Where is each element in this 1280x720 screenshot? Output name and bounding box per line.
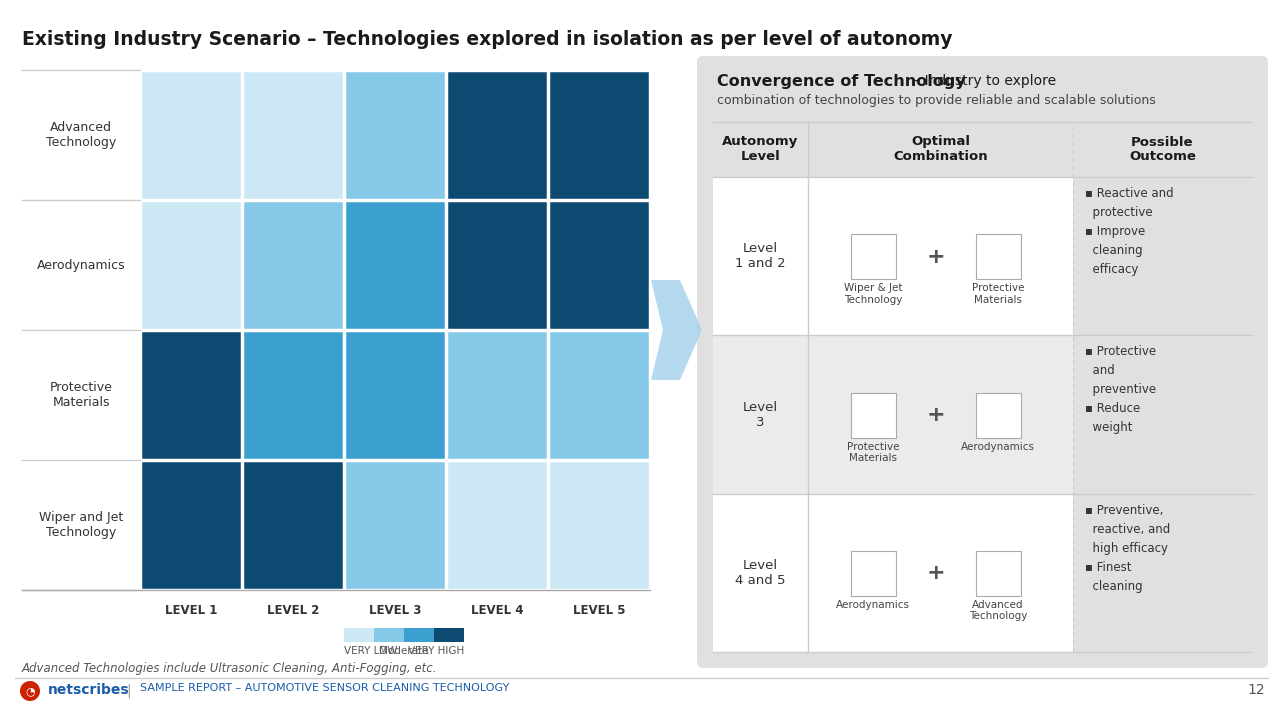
Bar — [344, 628, 374, 642]
Bar — [346, 71, 444, 199]
Bar — [713, 122, 1252, 177]
Bar — [346, 331, 444, 459]
Text: Optimal
Combination: Optimal Combination — [893, 135, 988, 163]
Text: Protective
Materials: Protective Materials — [50, 381, 113, 409]
Bar — [448, 71, 547, 199]
Text: Possible
Outcome: Possible Outcome — [1129, 135, 1196, 163]
Text: Protective
Materials: Protective Materials — [847, 441, 900, 463]
Bar — [142, 331, 241, 459]
Bar — [346, 202, 444, 328]
Text: netscribes: netscribes — [49, 683, 129, 697]
Bar — [142, 462, 241, 588]
Bar — [713, 177, 1073, 336]
Text: Wiper & Jet
Technology: Wiper & Jet Technology — [844, 283, 902, 305]
Text: LEVEL 1: LEVEL 1 — [165, 603, 218, 616]
Text: Aerodynamics: Aerodynamics — [836, 600, 910, 610]
Bar — [243, 331, 343, 459]
Text: Level
3: Level 3 — [742, 400, 778, 428]
Bar — [975, 551, 1020, 596]
Text: LEVEL 5: LEVEL 5 — [572, 603, 625, 616]
Bar — [1073, 494, 1252, 652]
Bar — [448, 331, 547, 459]
Text: combination of technologies to provide reliable and scalable solutions: combination of technologies to provide r… — [717, 94, 1156, 107]
Text: VERY LOW: VERY LOW — [344, 646, 398, 656]
Polygon shape — [652, 280, 701, 380]
Text: Wiper and Jet
Technology: Wiper and Jet Technology — [38, 511, 123, 539]
Text: Level
4 and 5: Level 4 and 5 — [735, 559, 786, 587]
Bar — [434, 628, 465, 642]
Text: Existing Industry Scenario – Technologies explored in isolation as per level of : Existing Industry Scenario – Technologie… — [22, 30, 952, 49]
Text: Level
1 and 2: Level 1 and 2 — [735, 242, 786, 270]
Text: ◔: ◔ — [26, 686, 35, 696]
Circle shape — [20, 681, 40, 701]
Bar — [850, 234, 896, 279]
Text: Advanced
Technology: Advanced Technology — [969, 600, 1027, 621]
Bar — [243, 202, 343, 328]
Bar — [374, 628, 404, 642]
Bar — [243, 71, 343, 199]
Bar — [448, 202, 547, 328]
Bar — [549, 462, 649, 588]
Bar — [549, 71, 649, 199]
FancyBboxPatch shape — [698, 56, 1268, 668]
Text: VERY HIGH: VERY HIGH — [408, 646, 465, 656]
Text: LEVEL 4: LEVEL 4 — [471, 603, 524, 616]
Text: Aerodynamics: Aerodynamics — [37, 258, 125, 271]
Bar — [713, 494, 1073, 652]
Text: |: | — [125, 683, 131, 698]
Bar — [142, 202, 241, 328]
Bar — [713, 336, 1073, 494]
Bar — [850, 392, 896, 438]
Bar — [549, 202, 649, 328]
Text: ▪ Protective
  and
  preventive
▪ Reduce
  weight: ▪ Protective and preventive ▪ Reduce wei… — [1085, 346, 1156, 434]
Text: – Industry to explore: – Industry to explore — [909, 74, 1056, 88]
Text: LEVEL 2: LEVEL 2 — [266, 603, 319, 616]
Bar — [975, 392, 1020, 438]
Bar — [850, 551, 896, 596]
Bar — [448, 462, 547, 588]
Text: SAMPLE REPORT – AUTOMOTIVE SENSOR CLEANING TECHNOLOGY: SAMPLE REPORT – AUTOMOTIVE SENSOR CLEANI… — [140, 683, 509, 693]
Text: +: + — [927, 405, 945, 425]
Bar — [404, 628, 434, 642]
Text: ▪ Preventive,
  reactive, and
  high efficacy
▪ Finest
  cleaning: ▪ Preventive, reactive, and high efficac… — [1085, 504, 1170, 593]
Bar — [243, 462, 343, 588]
Text: Aerodynamics: Aerodynamics — [961, 441, 1036, 451]
Bar — [1073, 336, 1252, 494]
Text: Protective
Materials: Protective Materials — [972, 283, 1024, 305]
Bar — [1073, 177, 1252, 336]
Bar — [142, 71, 241, 199]
Text: Advanced
Technology: Advanced Technology — [46, 121, 116, 149]
Bar — [346, 462, 444, 588]
Text: ▪ Reactive and
  protective
▪ Improve
  cleaning
  efficacy: ▪ Reactive and protective ▪ Improve clea… — [1085, 187, 1174, 276]
Bar — [975, 234, 1020, 279]
Text: Convergence of Technology: Convergence of Technology — [717, 74, 965, 89]
Text: Advanced Technologies include Ultrasonic Cleaning, Anti-Fogging, etc.: Advanced Technologies include Ultrasonic… — [22, 662, 438, 675]
Bar — [549, 331, 649, 459]
Text: +: + — [927, 247, 945, 266]
Text: 12: 12 — [1248, 683, 1265, 697]
Text: Autonomy
Level: Autonomy Level — [722, 135, 799, 163]
Text: LEVEL 3: LEVEL 3 — [369, 603, 421, 616]
Text: +: + — [927, 563, 945, 583]
Text: Moderate: Moderate — [379, 646, 429, 656]
